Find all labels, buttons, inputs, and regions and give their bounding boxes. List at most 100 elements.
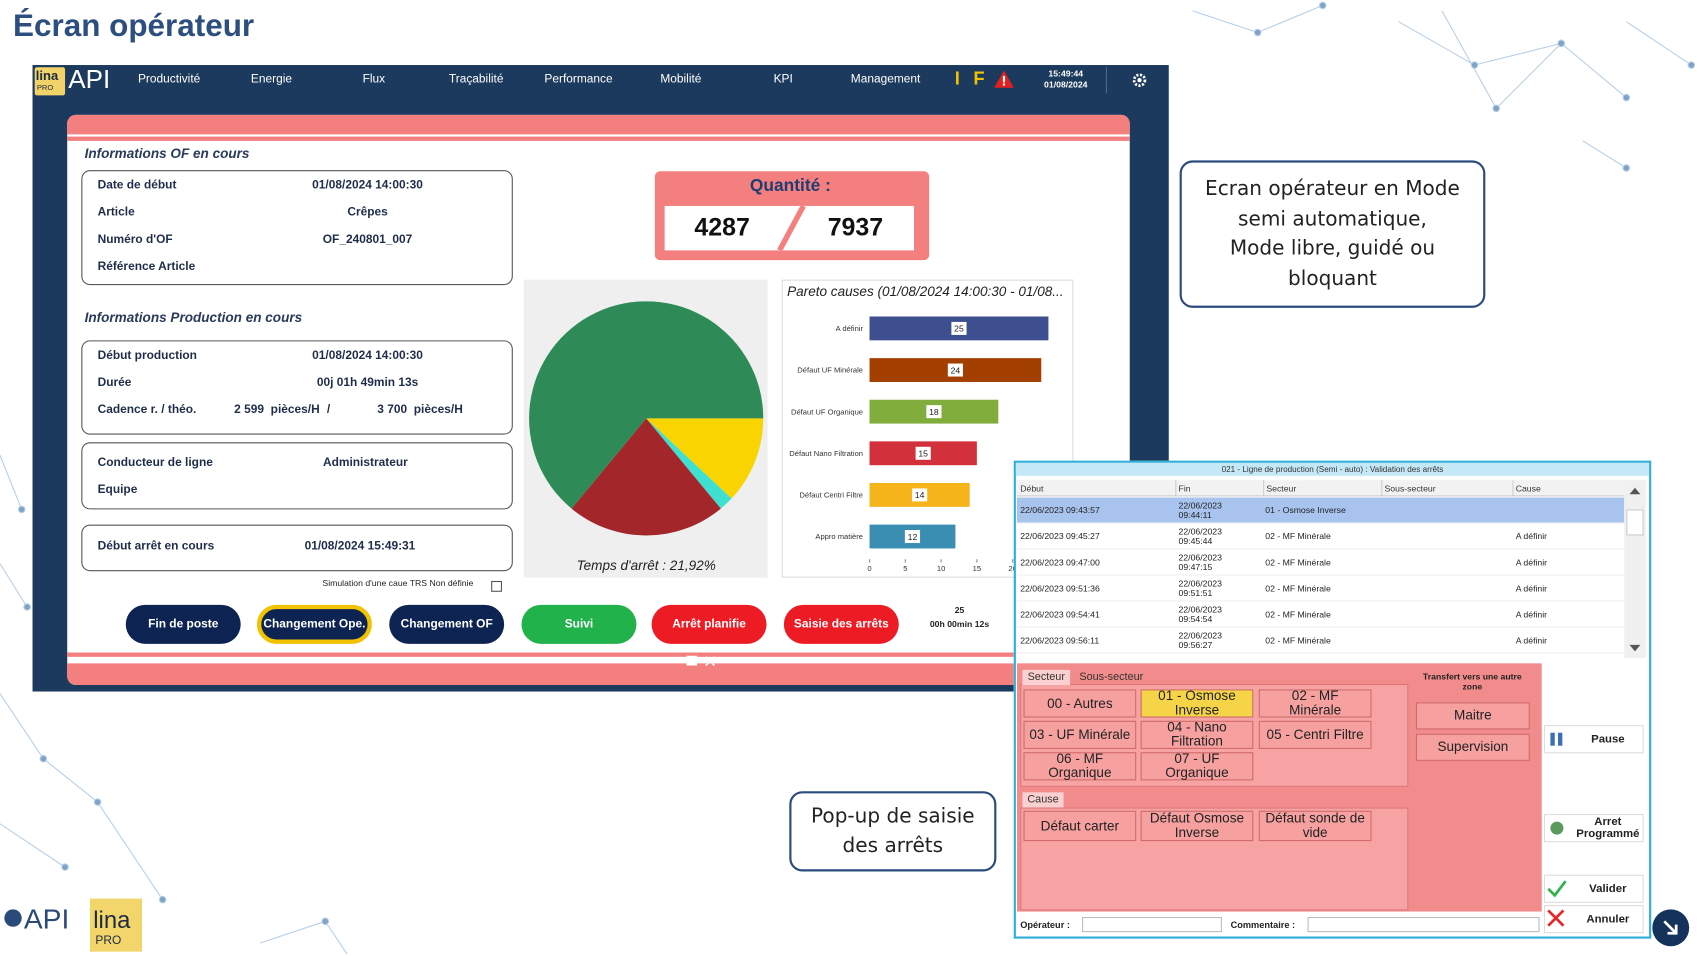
settings-button[interactable] [1131,72,1148,89]
x-tick-label: 15 [973,564,981,573]
cause-tab[interactable] [1022,792,1064,808]
info-label: Début production [97,349,197,363]
cell-secteur: 02 - MF Minérale [1265,531,1331,542]
tab-label[interactable]: Cause [1027,793,1059,806]
category-label: Défaut UF Minérale [797,366,863,375]
field-label: Commentaire : [1230,919,1296,930]
pie-caption: Temps d'arrêt : 21,92% [576,558,716,574]
value-label: 25 [954,324,964,334]
panel-footer-band [67,663,1130,686]
status-icon: I [954,68,960,89]
cell-fin: 22/06/2023 09:45:44 [1178,526,1222,547]
zone-button[interactable]: Maitre [1415,702,1530,730]
table-row[interactable] [1016,575,1625,602]
info-value: / [326,403,331,417]
info-value: 2 599 pièces/H [234,403,320,417]
nav-item[interactable]: Flux [362,72,386,86]
column-header: Fin [1178,483,1191,494]
cell-cause: A définir [1515,531,1548,542]
sector-button[interactable]: 00 - Autres [1023,689,1137,718]
action-button[interactable]: Changement Ope. [256,604,372,644]
nav-item[interactable]: Mobilité [660,72,702,86]
sector-button[interactable]: 06 - MF Organique [1023,752,1137,781]
section-title: Informations Production en cours [84,309,303,326]
callout-line: semi automatique, [1238,207,1427,231]
sector-button[interactable]: 03 - UF Minérale [1023,720,1137,749]
nav-item[interactable]: Productivité [137,72,201,86]
action-button[interactable]: Changement OF [389,604,505,644]
cell-debut: 22/06/2023 09:51:36 [1020,583,1100,594]
sector-button[interactable]: 05 - Centri Filtre [1258,720,1372,749]
cell-secteur: 02 - MF Minérale [1265,635,1331,646]
cause-button[interactable]: Défaut sonde de vide [1258,810,1372,842]
sector-button[interactable]: 01 - Osmose Inverse [1140,689,1254,718]
nav-item[interactable]: Performance [544,72,613,86]
table-row[interactable] [1016,627,1625,654]
x-tick-label: 10 [937,564,945,573]
info-label: Cadence r. / théo. [97,403,197,417]
sector-tab[interactable] [1022,669,1071,686]
action-button[interactable]: Suivi [521,604,637,644]
info-label: Article [97,205,135,219]
sector-button[interactable]: 02 - MF Minérale [1258,689,1372,718]
app-logo-badge [34,67,66,96]
quantity-value: 7937 [827,212,884,242]
quantity-label: Quantité : [749,176,831,196]
nav-item[interactable]: KPI [773,72,793,86]
cell-debut: 22/06/2023 09:43:57 [1020,505,1100,516]
info-label: Conducteur de ligne [97,456,213,470]
info-label: Référence Article [97,260,196,274]
cell-secteur: 02 - MF Minérale [1265,583,1331,594]
cause-button[interactable]: Défaut carter [1023,810,1137,842]
popup-title: 021 - Ligne de production (Semi - auto) … [1221,464,1444,475]
table-row[interactable] [1016,523,1625,550]
panel-footer-line [67,652,1130,657]
value-label: 14 [915,490,925,500]
scrollbar-thumb[interactable] [1626,509,1644,536]
info-value: 01/08/2024 15:49:31 [304,539,416,553]
sector-button[interactable]: 04 - Nano Filtration [1140,720,1254,749]
nav-item[interactable]: Energie [250,72,293,86]
nav-item[interactable]: Management [850,72,921,86]
table-row[interactable] [1016,497,1625,524]
cell-debut: 22/06/2023 09:56:11 [1020,635,1100,646]
tab-label[interactable]: Secteur [1027,671,1065,684]
action-button[interactable]: Fin de poste [125,604,241,644]
callout: Ecran opérateur en Mode semi automatique,… [1179,160,1486,308]
simulation-checkbox[interactable] [491,580,502,592]
value-label-box [912,488,928,502]
operator-input[interactable] [1082,916,1222,933]
pie-slice [571,418,721,536]
cause-button[interactable]: Défaut Osmose Inverse [1140,810,1254,842]
zone-button[interactable]: Supervision [1415,733,1530,761]
comment-input[interactable] [1307,916,1540,933]
column-separator [1381,480,1383,497]
action-button[interactable]: Saisie des arrêts [783,604,899,644]
value-label-box [926,405,942,419]
callout-line: des arrêts [842,834,944,858]
footer-logo-name: API [23,902,70,935]
app-logo-sub: PRO [36,84,54,93]
info-label: Equipe [97,483,138,497]
alert-icon [994,70,1014,88]
callout-line: Pop-up de saisie [811,804,975,828]
value-label: 12 [908,532,918,542]
tab-label[interactable]: Sous-secteur [1079,671,1144,684]
sector-button[interactable]: 07 - UF Organique [1140,752,1254,781]
panel-header-line [67,136,1130,141]
pie-chart [529,301,764,536]
nav-item[interactable]: Traçabilité [448,72,504,86]
cell-cause: A définir [1515,609,1548,620]
info-value: 01/08/2024 14:00:30 [312,349,423,363]
cell-fin: 22/06/2023 09:51:51 [1178,578,1222,599]
table-row[interactable] [1016,549,1625,576]
info-label: Date de début [97,178,177,192]
table-row[interactable] [1016,601,1625,628]
pie-slice [646,418,764,499]
action-button[interactable]: Arrêt planifie [651,604,767,644]
cell-secteur: 02 - MF Minérale [1265,557,1331,568]
